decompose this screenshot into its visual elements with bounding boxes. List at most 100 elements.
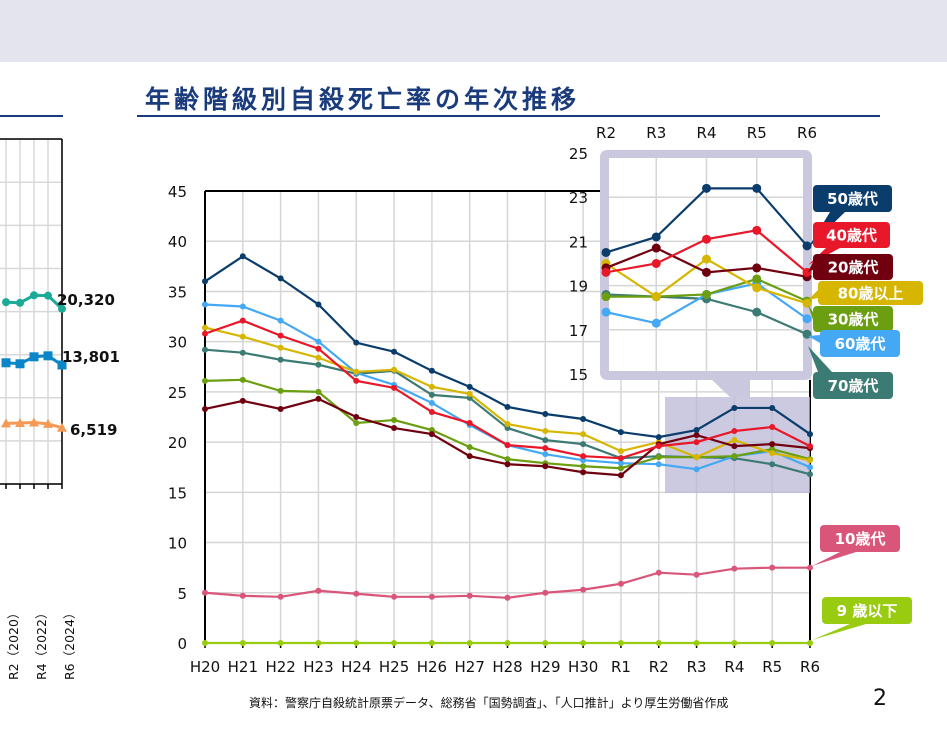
data-point [391,348,398,355]
data-point [655,569,662,576]
data-point [655,640,662,646]
data-point [428,408,435,415]
data-point [466,420,473,427]
data-point [466,383,473,390]
series-label-text: 20歳代 [828,259,879,277]
series-label: 10歳代 [812,525,900,566]
data-point [353,590,360,597]
data-point [580,441,587,448]
page-title: 年齢階級別自殺死亡率の年次推移 [145,85,581,114]
inset-series-group [601,183,812,339]
data-point [731,437,738,444]
series-label-box [813,254,893,280]
data-point [504,594,511,601]
series-label-pointer [812,552,856,566]
series-label-box [813,306,893,332]
data-point [542,410,549,417]
data-point [580,416,587,423]
x-tick-label: H25 [379,658,409,676]
data-point [239,333,246,340]
data-point [202,589,208,596]
data-point [617,429,624,436]
series-label-pointer [808,346,832,372]
series-label-text: 10歳代 [835,530,886,548]
data-point [617,460,624,467]
data-point [466,444,473,451]
data-point [315,301,322,308]
data-point [504,421,511,428]
data-point [807,471,813,478]
inset-x-tick-label: R2 [596,124,616,142]
data-point [239,317,246,324]
x-tick-label: H26 [417,658,447,676]
data-point [693,432,700,439]
data-point [353,420,360,427]
inset-data-point [802,241,812,251]
left-x-tick-label-r6: R6（2024） [62,606,77,680]
inset-data-point [651,232,661,242]
y-tick-label: 10 [168,535,187,553]
inset-data-point [601,307,611,317]
header-band [0,0,947,62]
data-point [315,345,322,352]
data-point [466,453,473,460]
series-label-box [813,185,892,212]
data-point [466,592,473,599]
left-data-point [15,359,25,369]
main-series-group [202,253,813,646]
data-point [580,640,587,646]
left-x-tick-label-r2: R2（2020） [6,606,21,680]
data-point [239,303,246,310]
x-tick-label: R2 [649,658,669,676]
data-point [202,278,208,285]
x-tick-label: H29 [530,658,560,676]
series-label: 70歳代 [808,346,893,399]
y-tick-label: 30 [168,334,187,352]
data-point [353,377,360,384]
inset-data-point [752,225,762,235]
series-label-pointer [808,305,813,320]
data-point [580,586,587,593]
inset-data-point [752,283,762,293]
y-tick-label: 5 [177,585,187,603]
data-point [315,388,322,395]
series-label-text: 40歳代 [826,227,877,245]
x-tick-label: R4 [724,658,744,676]
data-point [239,640,246,646]
x-tick-label: H27 [455,658,485,676]
left-data-point [29,417,39,427]
series-label: 30歳代 [808,305,893,332]
inset-data-point [802,314,812,324]
left-data-point [57,360,67,370]
y-tick-label: 40 [168,233,187,251]
y-tick-label: 35 [168,283,187,301]
data-point [202,330,208,337]
data-point [315,361,322,368]
data-point [315,395,322,402]
inset-y-tick-label: 15 [569,366,588,384]
series-label-pointer [808,290,818,300]
x-tick-label: H20 [190,658,220,676]
y-tick-label: 20 [168,434,187,452]
series-label: 80歳以上 [808,281,923,305]
series-label-box [820,525,900,552]
inset-y-tick-label: 23 [569,189,588,207]
left-data-point [29,352,39,362]
x-tick-label: H28 [492,658,522,676]
data-point [617,580,624,587]
data-point [807,564,813,571]
data-point [542,445,549,452]
page-number: 2 [873,686,887,711]
left-data-point [58,304,66,313]
data-point [769,450,776,457]
left-data-point [57,422,67,432]
data-point [807,640,813,646]
data-point [807,464,813,471]
inset-data-point [752,263,762,273]
data-point [466,390,473,397]
data-point [693,427,700,434]
data-point [277,317,284,324]
y-tick-label: 15 [168,484,187,502]
left-end-label: 13,801 [62,348,120,366]
left-data-point [44,291,52,300]
